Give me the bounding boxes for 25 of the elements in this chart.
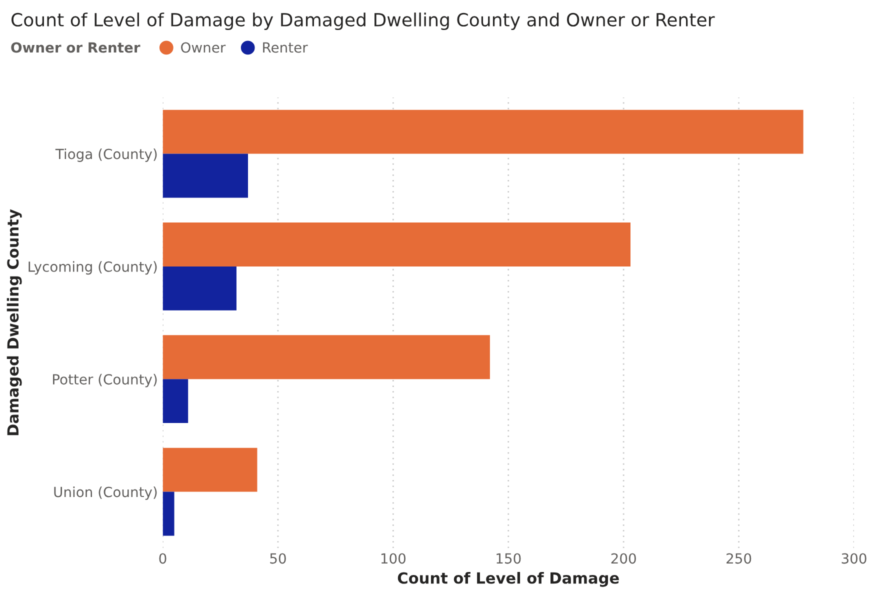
- y-tick-label: Union (County): [54, 486, 157, 500]
- bar: [162, 379, 188, 424]
- y-tick-label: Potter (County): [53, 374, 157, 388]
- bar: [162, 448, 258, 492]
- x-tick-label: 300: [842, 553, 866, 564]
- x-tick-label: 100: [381, 553, 406, 564]
- y-axis-title: Damaged Dwelling County: [6, 209, 22, 436]
- chart-title: Count of Level of Damage by Damaged Dwelling County and Owner or Renter: [12, 12, 715, 30]
- x-tick-label: 50: [270, 553, 286, 564]
- y-tick-label: Tioga (County): [55, 148, 157, 162]
- x-tick-label: 200: [611, 553, 636, 564]
- bar: [162, 492, 174, 536]
- legend-label: Owner: [181, 42, 226, 53]
- x-tick-label: 0: [159, 553, 166, 564]
- bar: [162, 154, 248, 198]
- x-axis-title: Count of Level of Damage: [398, 572, 619, 587]
- bar: [162, 222, 630, 266]
- legend-title: Owner or Renter: [11, 42, 140, 53]
- x-tick-label: 150: [496, 553, 521, 564]
- bar: [162, 110, 804, 154]
- bar: [162, 335, 490, 380]
- x-tick-label: 250: [726, 553, 752, 564]
- y-tick-label: Lycoming (County): [28, 261, 157, 275]
- bar: [162, 266, 236, 310]
- legend-label: Renter: [263, 42, 308, 53]
